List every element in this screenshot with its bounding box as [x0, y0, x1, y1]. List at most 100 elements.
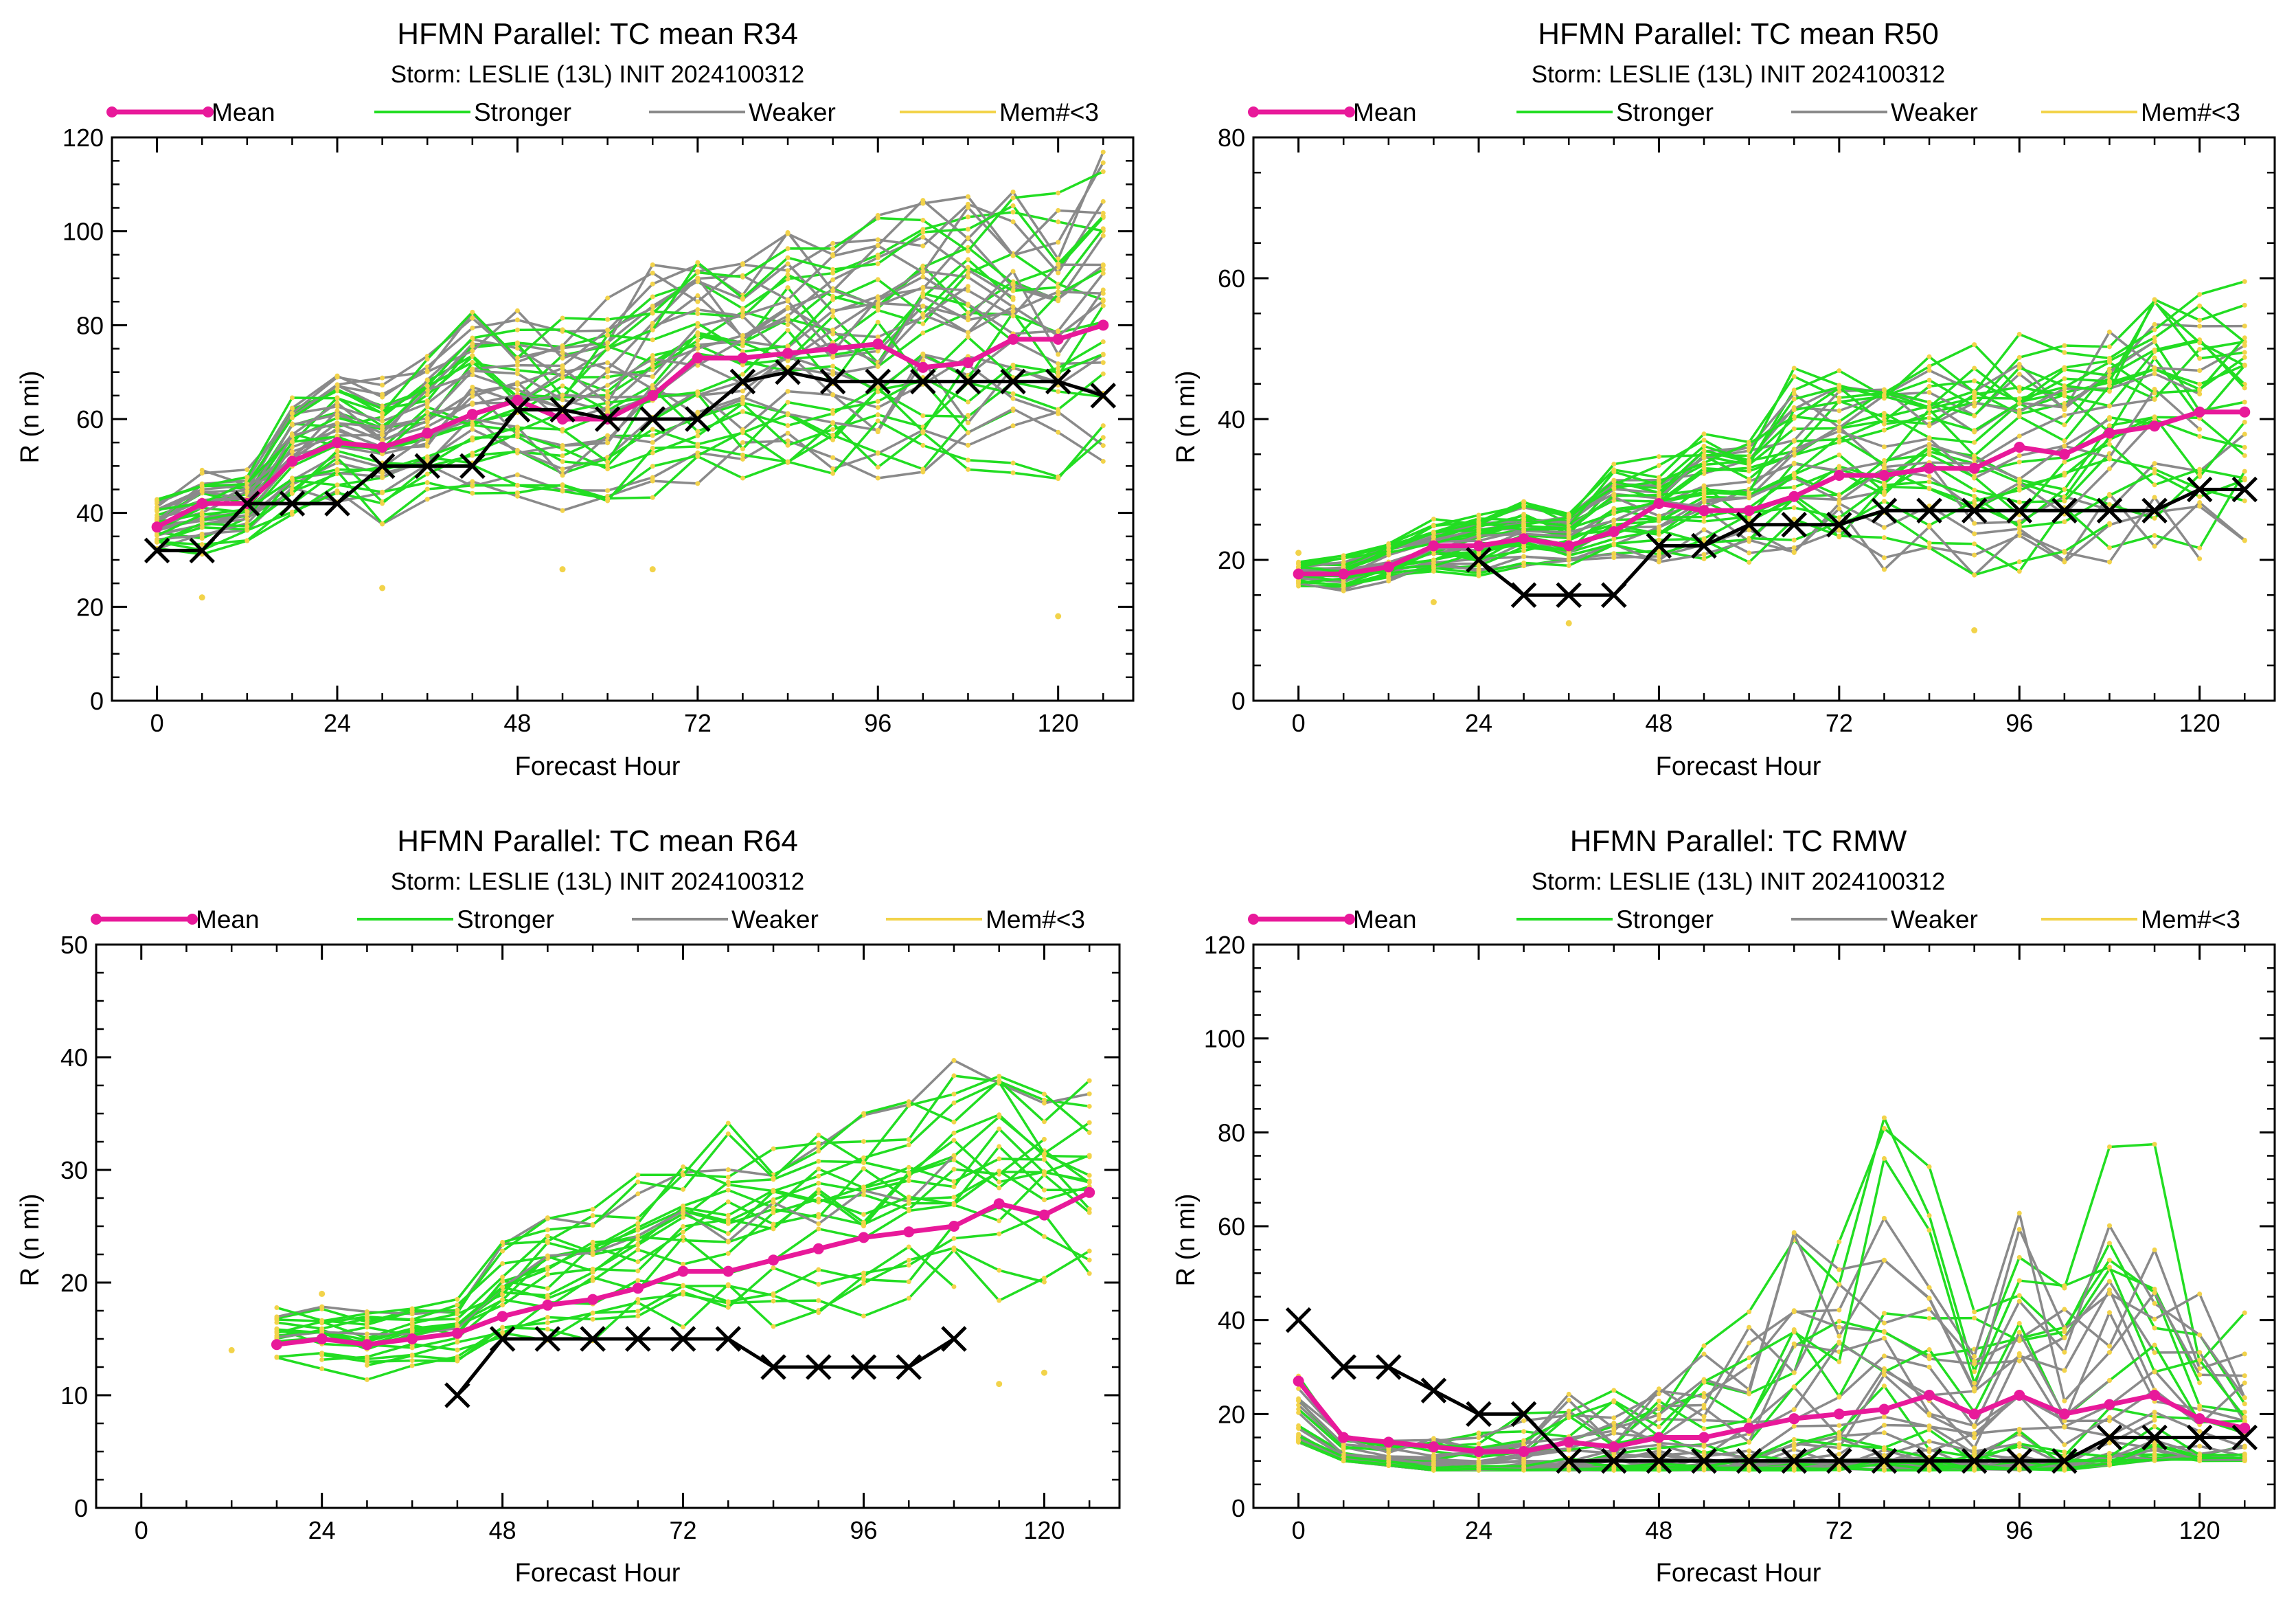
legend-marker-mean — [106, 106, 117, 117]
member-point — [2197, 346, 2203, 352]
member-point — [2062, 385, 2067, 390]
x-tick-label: 24 — [308, 1516, 336, 1544]
member-point — [830, 331, 836, 337]
observed-marker — [2231, 1424, 2258, 1451]
member-line-weaker — [1388, 1212, 2245, 1452]
member-point — [560, 508, 565, 513]
x-tick-label: 48 — [503, 709, 531, 737]
member-point — [364, 1331, 370, 1337]
member-point — [920, 243, 926, 249]
member-point — [1656, 1412, 1661, 1417]
member-point — [965, 205, 970, 210]
member-point — [1881, 1467, 1887, 1473]
member-point — [695, 311, 701, 317]
member-point — [1926, 423, 1932, 429]
member-point — [785, 442, 791, 448]
member-point — [1010, 304, 1016, 310]
member-point — [545, 1267, 550, 1272]
member-point — [455, 1307, 460, 1313]
member-point — [155, 515, 160, 521]
member-point — [1747, 1324, 1752, 1330]
member-point — [1056, 256, 1061, 262]
member-point — [951, 1092, 957, 1097]
member-point — [455, 1322, 460, 1328]
y-tick-label: 40 — [76, 499, 104, 528]
member-point — [545, 1240, 550, 1245]
member-point — [2062, 1442, 2067, 1447]
observed-marker — [1916, 1447, 1942, 1474]
member-point — [605, 463, 611, 469]
member-point — [1837, 1433, 1842, 1439]
member-point — [740, 261, 745, 267]
member-point — [1056, 284, 1061, 290]
member-point — [2106, 1257, 2112, 1263]
member-point — [590, 1206, 595, 1212]
member-point — [2197, 1455, 2203, 1460]
member-point — [650, 262, 655, 267]
member-point — [409, 1320, 415, 1326]
member-point — [2062, 1418, 2067, 1423]
member-point — [1837, 368, 1842, 374]
member-point — [2197, 1428, 2203, 1434]
member-point — [785, 399, 791, 405]
member-point — [920, 269, 926, 274]
member-point — [560, 370, 565, 375]
legend-marker-mean — [1344, 914, 1355, 925]
member-point — [1791, 447, 1797, 452]
member-point — [1431, 1436, 1436, 1441]
member-line-stronger — [1298, 298, 2245, 565]
observed-marker — [1090, 383, 1117, 409]
member-point — [1010, 313, 1016, 319]
member-point — [424, 471, 430, 477]
member-point — [920, 321, 926, 326]
member-point — [1100, 303, 1106, 308]
member-point — [695, 390, 701, 395]
member-point — [1611, 493, 1617, 499]
member-point — [514, 493, 520, 499]
member-point — [560, 446, 565, 451]
member-point — [289, 444, 295, 450]
member-point — [1296, 1410, 1302, 1415]
member-point — [1341, 556, 1346, 561]
member-point — [1972, 1435, 1977, 1441]
member-point — [605, 488, 611, 493]
member-point — [920, 229, 926, 235]
observed-marker — [850, 1354, 877, 1380]
member-point — [681, 1203, 686, 1208]
member-point — [500, 1285, 505, 1290]
member-point — [1926, 1228, 1932, 1233]
observed-marker — [369, 453, 396, 480]
member-point — [951, 1130, 957, 1136]
member-point — [455, 1347, 460, 1353]
mean-point — [677, 1265, 689, 1277]
mean-point — [903, 1226, 915, 1238]
member-point — [740, 452, 745, 458]
member-point — [920, 274, 926, 280]
member-point — [830, 455, 836, 460]
panel-title: HFMN Parallel: TC mean R64 — [397, 824, 798, 858]
member-point — [1926, 436, 1932, 442]
member-point — [560, 355, 565, 361]
member-point — [965, 420, 970, 426]
member-point — [2062, 1283, 2067, 1289]
legend-label-weaker: Weaker — [1891, 98, 1978, 126]
member-point — [635, 1247, 641, 1252]
member-point — [2062, 1349, 2067, 1355]
member-point — [1611, 518, 1617, 523]
legend-label-stronger: Stronger — [474, 98, 571, 126]
member-point — [997, 1185, 1002, 1191]
mean-point — [1098, 319, 1109, 331]
member-point — [1056, 411, 1061, 416]
member-point — [1010, 288, 1016, 293]
member-point — [245, 516, 250, 521]
member-point — [635, 1268, 641, 1274]
member-point — [740, 446, 745, 451]
member-line-weaker — [156, 270, 1014, 525]
member-point — [1972, 1453, 1977, 1458]
observed-marker — [534, 1326, 561, 1352]
member-point — [635, 1191, 641, 1197]
member-point — [1881, 1155, 1887, 1161]
observed-marker — [1510, 582, 1537, 609]
member-point — [830, 246, 836, 251]
member-line-weaker — [157, 263, 1104, 519]
